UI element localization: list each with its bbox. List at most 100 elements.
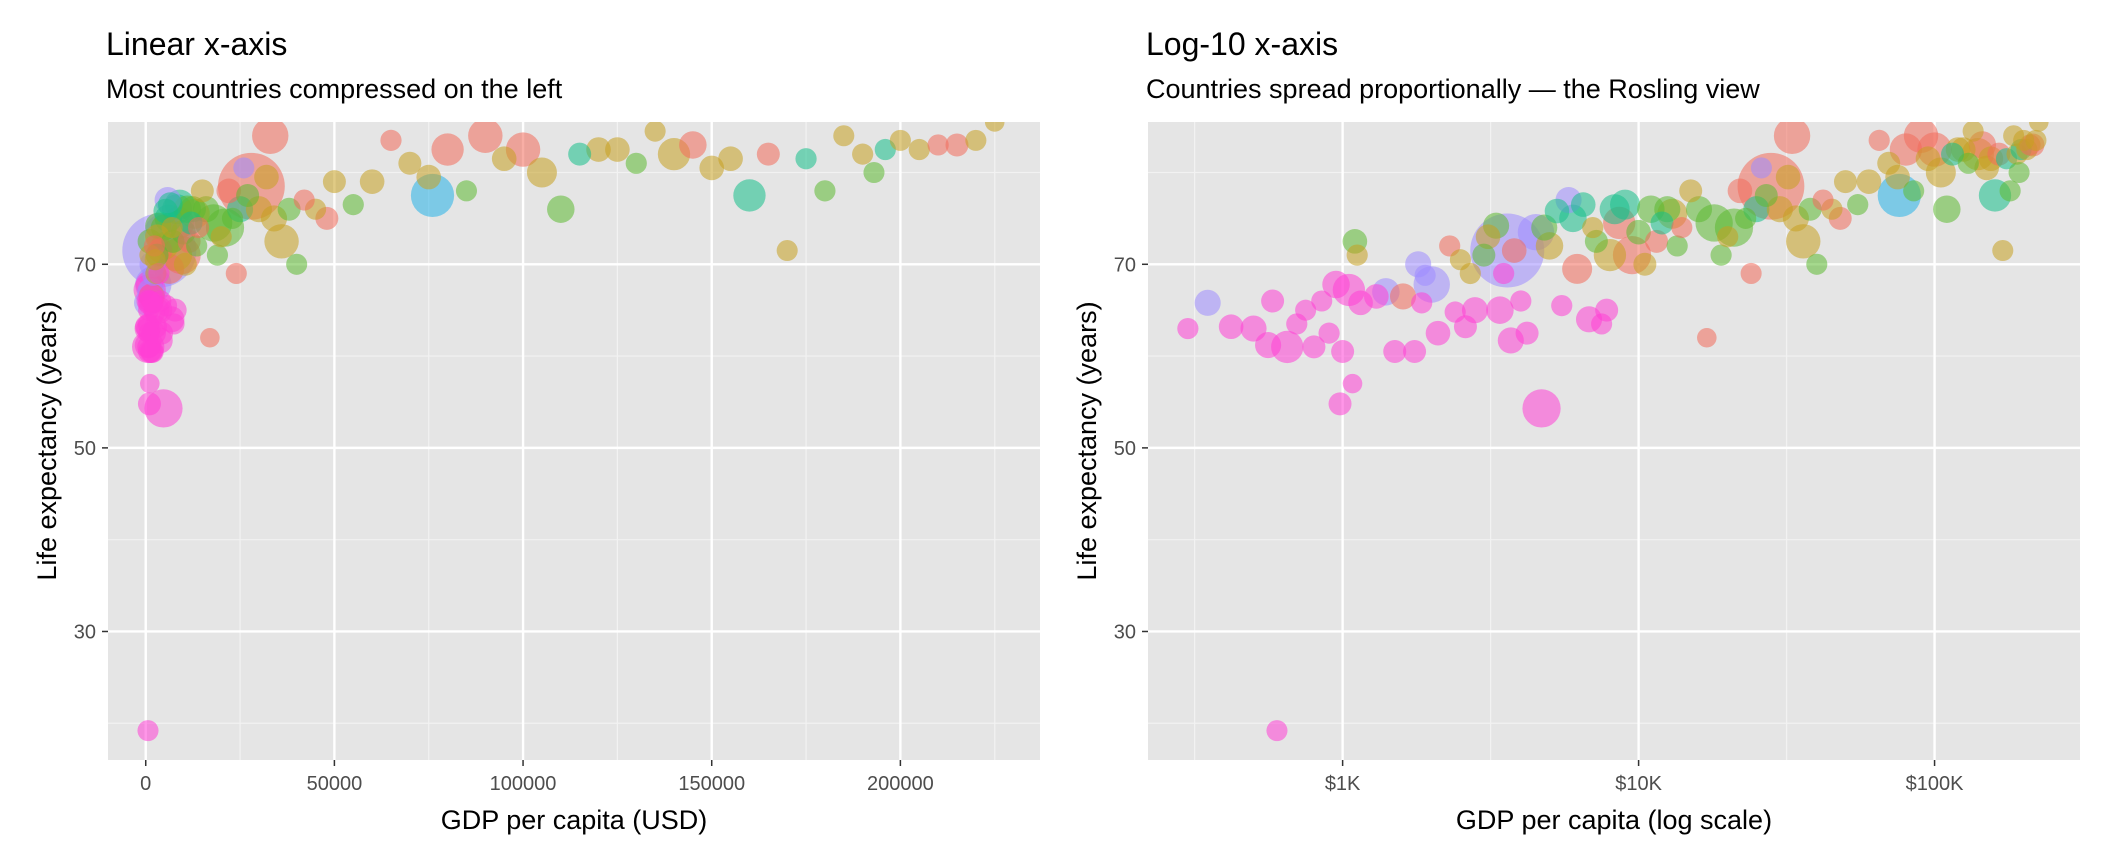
- data-point: [155, 294, 178, 317]
- data-point: [776, 239, 798, 262]
- y-axis-title: Life expectancy (years): [1072, 301, 1102, 580]
- data-point: [965, 129, 987, 151]
- data-point: [1218, 314, 1244, 340]
- data-point: [188, 217, 210, 239]
- data-point: [1475, 224, 1501, 250]
- data-point: [1295, 299, 1317, 321]
- data-point: [468, 122, 503, 153]
- chart-subtitle: Countries spread proportionally — the Ro…: [1146, 74, 1760, 104]
- data-point: [200, 327, 220, 348]
- data-point: [1666, 235, 1688, 257]
- data-point: [1650, 211, 1674, 235]
- log-panel: Log-10 x-axis Countries spread proportio…: [1040, 0, 2096, 864]
- data-point: [833, 125, 855, 147]
- data-point: [1868, 129, 1890, 151]
- data-point: [1255, 332, 1282, 359]
- data-point: [1364, 284, 1389, 309]
- data-point: [216, 178, 242, 204]
- data-point: [1551, 294, 1573, 317]
- data-point: [1266, 720, 1288, 742]
- data-point: [233, 157, 255, 179]
- data-point: [137, 720, 159, 742]
- data-point: [322, 170, 346, 194]
- data-point: [814, 180, 836, 202]
- y-tick-label: 50: [1114, 438, 1136, 460]
- data-point: [1645, 229, 1669, 253]
- data-point: [1856, 169, 1882, 194]
- data-point: [1346, 244, 1368, 266]
- data-point: [1177, 317, 1199, 340]
- data-point: [586, 137, 611, 162]
- data-point: [863, 161, 885, 184]
- data-point: [1671, 217, 1693, 239]
- data-point: [398, 151, 422, 175]
- data-point: [1444, 301, 1466, 323]
- data-point: [1750, 157, 1772, 179]
- data-point: [163, 313, 185, 335]
- data-point: [286, 253, 308, 275]
- data-point: [1903, 180, 1925, 202]
- data-point: [625, 152, 647, 174]
- points-layer: [1177, 122, 2049, 742]
- x-tick-label: $1K: [1325, 773, 1361, 795]
- linear-panel: Linear x-axis Most countries compressed …: [32, 26, 1040, 835]
- x-tick-label: 50000: [307, 773, 363, 795]
- data-point: [2008, 161, 2030, 184]
- data-point: [1786, 224, 1821, 259]
- data-point: [1591, 313, 1613, 335]
- data-point: [1962, 122, 1984, 142]
- y-axis-title: Life expectancy (years): [32, 301, 62, 580]
- data-point: [1522, 389, 1561, 428]
- data-point: [1261, 289, 1285, 313]
- chart-title: Log-10 x-axis: [1146, 26, 1339, 62]
- data-point: [1302, 335, 1326, 359]
- data-point: [1754, 183, 1778, 207]
- data-point: [1727, 178, 1753, 204]
- data-point: [1992, 239, 2014, 262]
- data-point: [1449, 249, 1471, 271]
- data-point: [1626, 219, 1651, 245]
- data-point: [1328, 392, 1352, 416]
- data-point: [756, 142, 780, 166]
- x-tick-label: $10K: [1615, 773, 1662, 795]
- data-point: [1544, 198, 1570, 224]
- data-point: [236, 183, 260, 207]
- x-axis-title: GDP per capita (log scale): [1456, 805, 1772, 835]
- log-scatter-chart: 30 50 70 $1K $10K $100K GDP per capita (log sc…: [1072, 122, 2080, 835]
- data-point: [221, 207, 244, 229]
- y-tick-label: 70: [1114, 254, 1136, 276]
- data-point: [1685, 196, 1713, 223]
- data-point: [1411, 292, 1433, 314]
- x-axis-title: GDP per capita (USD): [441, 805, 708, 835]
- data-point: [190, 179, 214, 203]
- data-point: [2029, 122, 2049, 132]
- data-point: [1194, 289, 1221, 316]
- data-point: [1999, 180, 2021, 202]
- y-tick-label: 50: [74, 438, 96, 460]
- y-tick-label: 30: [74, 621, 96, 643]
- data-point: [1735, 207, 1757, 229]
- data-point: [1806, 253, 1828, 275]
- data-point: [342, 194, 364, 216]
- data-point: [1342, 373, 1363, 394]
- data-point: [293, 189, 315, 211]
- data-point: [137, 392, 161, 416]
- data-point: [173, 252, 197, 276]
- data-point: [264, 224, 299, 259]
- data-point: [1697, 327, 1717, 348]
- data-point: [1812, 189, 1834, 211]
- data-point: [795, 148, 817, 170]
- data-point: [1775, 164, 1801, 190]
- y-tick-label: 70: [74, 254, 96, 276]
- data-point: [568, 142, 592, 166]
- data-point: [718, 146, 743, 172]
- data-point: [1773, 122, 1811, 154]
- data-point: [1318, 322, 1340, 344]
- data-point: [225, 262, 247, 285]
- data-point: [1570, 192, 1596, 217]
- data-point: [1403, 339, 1427, 363]
- data-point: [206, 244, 229, 266]
- data-point: [1322, 270, 1350, 299]
- x-tick-label: 150000: [678, 773, 745, 795]
- data-point: [1710, 244, 1732, 266]
